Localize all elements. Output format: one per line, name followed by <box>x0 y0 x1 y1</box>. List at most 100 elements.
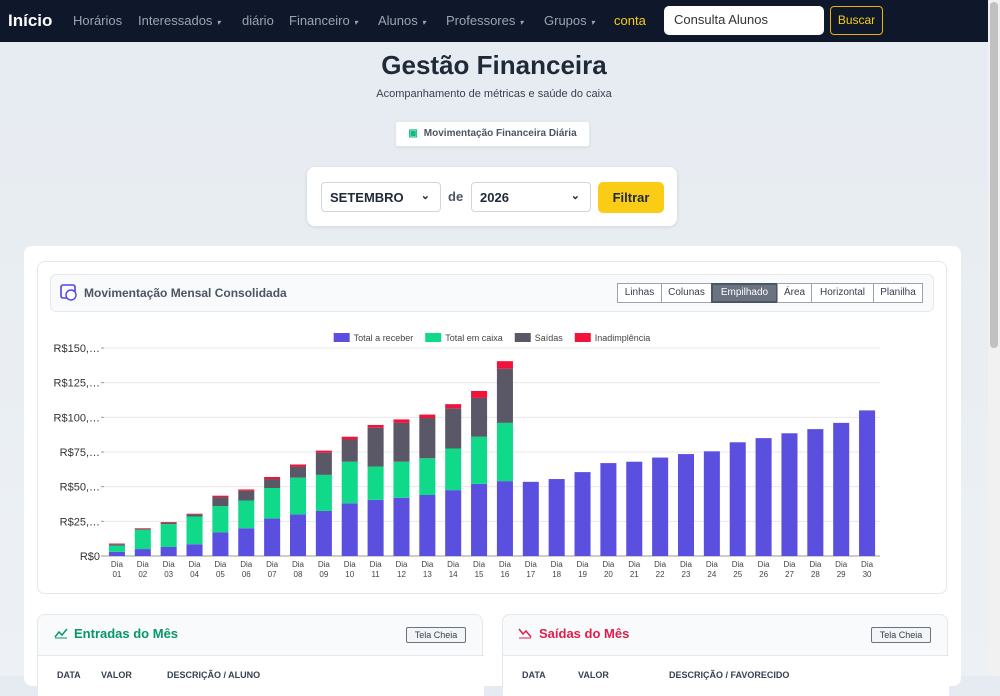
y-tick-label: R$75,… <box>60 447 100 459</box>
bar-segment <box>781 433 798 556</box>
nav-link[interactable]: diário <box>242 13 274 28</box>
nav-link[interactable]: Horários <box>73 13 123 28</box>
bar-segment <box>134 549 151 556</box>
bar-segment <box>677 454 695 556</box>
bar-segment <box>315 452 332 475</box>
x-tick-label: Dia 06 <box>240 560 253 579</box>
bar-segment <box>315 474 332 511</box>
subtitle: Acompanhamento de métricas e saúde do ca… <box>376 88 612 100</box>
bar-segment <box>367 424 384 428</box>
x-tick-label: Dia 15 <box>473 560 486 579</box>
column-header: DESCRIÇÃO / FAVORECIDO <box>669 670 790 680</box>
bar-segment <box>212 497 229 507</box>
year-select[interactable]: 2026 ⌄ <box>471 182 591 212</box>
nav-link[interactable]: Interessados ▾ <box>138 13 221 28</box>
fullscreen-button[interactable]: Tela Cheia <box>406 627 466 643</box>
bar-segment <box>160 522 177 523</box>
legend-swatch <box>514 333 531 342</box>
bar-segment <box>445 404 462 409</box>
panel-icon <box>60 284 77 301</box>
bar-segment <box>108 544 125 546</box>
nav-link[interactable]: Financeiro ▾ <box>289 13 358 28</box>
bar-segment <box>264 518 281 556</box>
bar-segment <box>134 529 151 550</box>
bar-segment <box>496 361 513 369</box>
x-tick-label: Dia 17 <box>524 560 537 579</box>
y-tick-label: R$25,… <box>60 516 100 528</box>
brand[interactable]: Início <box>8 11 53 30</box>
view-button-active[interactable]: Empilhado <box>711 283 778 303</box>
bar-segment <box>238 489 255 491</box>
bar-segment <box>134 528 151 530</box>
bar-segment <box>264 476 281 480</box>
x-tick-label: Dia 13 <box>421 560 434 579</box>
x-tick-label: Dia 23 <box>679 560 692 579</box>
legend-swatch <box>574 333 591 342</box>
x-tick-label: Dia 30 <box>861 560 874 579</box>
bar-segment <box>108 543 125 545</box>
y-tick-label: R$150,… <box>54 343 100 355</box>
bar-segment <box>445 448 462 491</box>
nav-link[interactable]: Professores ▾ <box>446 13 524 28</box>
y-tick-label: R$50,… <box>60 482 100 494</box>
panel-title: Movimentação Mensal Consolidada <box>84 286 287 300</box>
x-tick-label: Dia 08 <box>291 560 304 579</box>
bar-segment <box>289 466 307 478</box>
bar-segment <box>807 429 824 556</box>
nav-link-text: Grupos <box>544 13 587 28</box>
bar-segment <box>600 463 617 556</box>
bar-segment <box>186 516 203 545</box>
filter-button[interactable]: Filtrar <box>598 182 664 213</box>
nav-link[interactable]: Alunos ▾ <box>378 13 426 28</box>
legend-swatch <box>425 333 442 342</box>
bar-segment <box>212 532 229 556</box>
connector: de <box>448 189 464 204</box>
view-button[interactable]: Planilha <box>873 283 923 303</box>
bar-segment <box>367 427 384 467</box>
legend-swatch <box>333 333 350 342</box>
bar-segment <box>419 458 436 495</box>
bar-segment <box>859 410 876 556</box>
bar-segment <box>755 438 772 556</box>
bar-segment <box>341 436 358 440</box>
legend-label: Total a receber <box>354 333 414 343</box>
view-button[interactable]: Colunas <box>661 283 712 303</box>
legend-label: Total em caixa <box>445 333 503 343</box>
bar-segment <box>393 461 410 498</box>
down-icon <box>518 628 532 639</box>
x-tick-label: Dia 18 <box>550 560 563 579</box>
bar-segment <box>134 528 151 529</box>
bar-segment <box>108 545 125 552</box>
bar-segment <box>652 457 669 556</box>
view-button[interactable]: Horizontal <box>811 283 874 303</box>
bar-segment <box>496 422 513 482</box>
bar-segment <box>496 368 513 423</box>
daily-button-text: Movimentação Financeira Diária <box>423 128 577 139</box>
bar-segment <box>471 397 488 437</box>
bar-segment <box>160 524 177 547</box>
bar-segment <box>289 464 307 467</box>
month-select[interactable]: SETEMBRO ⌄ <box>321 182 441 212</box>
x-tick-label: Dia 05 <box>214 560 227 579</box>
search-button[interactable]: Buscar <box>830 6 883 35</box>
daily-button[interactable]: ▣ Movimentação Financeira Diária <box>395 121 590 147</box>
view-button[interactable]: Linhas <box>617 283 662 303</box>
x-tick-label: Dia 04 <box>188 560 201 579</box>
bar-segment <box>186 513 203 515</box>
bar-segment <box>289 477 307 515</box>
scrollbar-thumb[interactable] <box>990 2 998 348</box>
x-tick-label: Dia 03 <box>162 560 175 579</box>
x-tick-label: Dia 26 <box>757 560 770 579</box>
bar-segment <box>212 495 229 498</box>
fullscreen-button[interactable]: Tela Cheia <box>871 627 931 643</box>
nav-link[interactable]: Grupos ▾ <box>544 13 595 28</box>
column-header: VALOR <box>578 670 609 680</box>
x-tick-label: Dia 01 <box>110 560 123 579</box>
search-input[interactable]: Consulta Alunos <box>664 6 824 35</box>
x-tick-label: Dia 24 <box>705 560 718 579</box>
nav-link[interactable]: conta <box>614 13 646 28</box>
x-tick-label: Dia 10 <box>343 560 356 579</box>
x-tick-label: Dia 21 <box>628 560 641 579</box>
bar-segment <box>212 506 229 533</box>
view-button[interactable]: Área <box>777 283 812 303</box>
